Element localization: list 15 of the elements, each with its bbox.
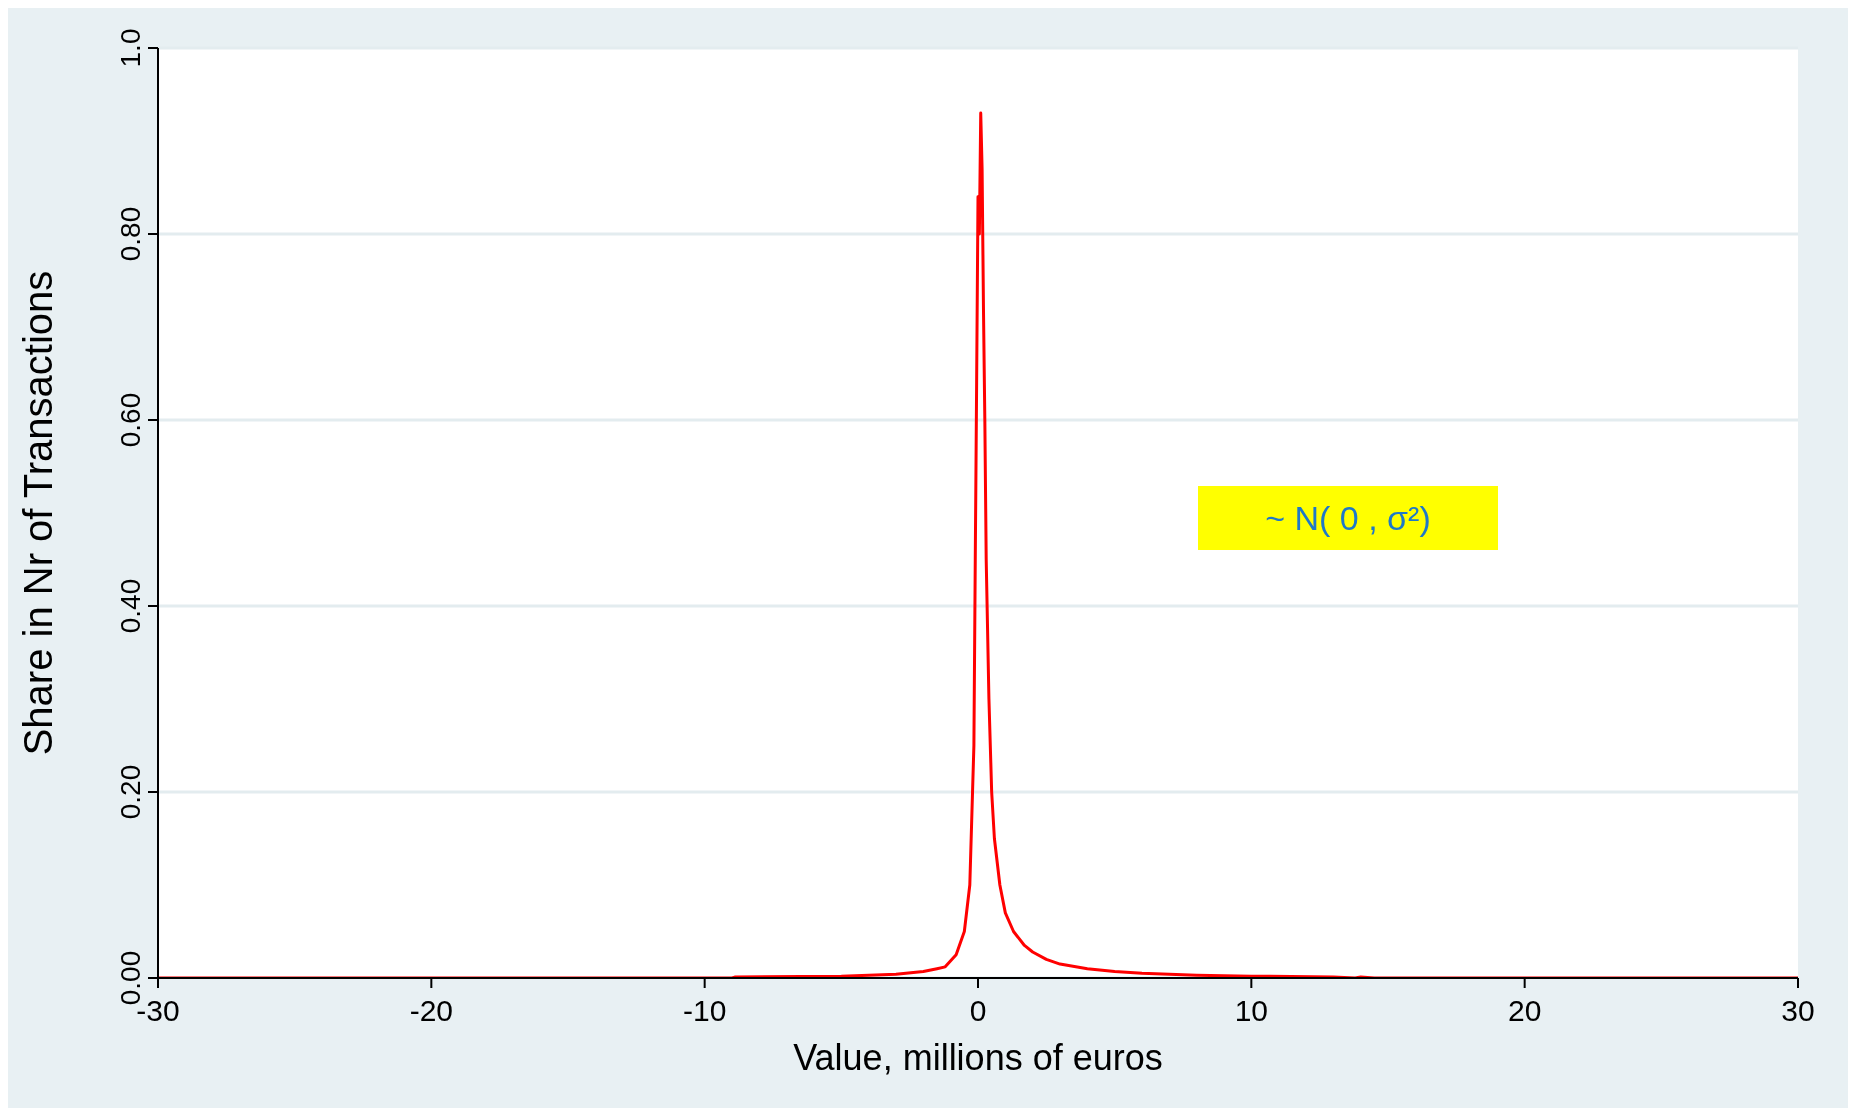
y-tick-label: 0.20 xyxy=(115,764,146,820)
x-tick-label: -20 xyxy=(409,994,454,1028)
x-tick-label: 10 xyxy=(1234,994,1269,1028)
x-tick-label: 0 xyxy=(969,994,987,1028)
y-tick-label: 0.40 xyxy=(115,578,146,634)
x-tick-label: -10 xyxy=(682,994,727,1028)
y-axis-title: Share in Nr of Transactions xyxy=(16,270,61,756)
x-tick-label: 20 xyxy=(1507,994,1542,1028)
x-tick-label: 30 xyxy=(1781,994,1815,1028)
annotation: ~ N( 0 , σ²) xyxy=(1265,498,1431,538)
y-tick-label: 1.0 xyxy=(115,28,146,68)
x-axis-title: Value, millions of euros xyxy=(793,1037,1163,1078)
y-tick-label: 0.80 xyxy=(115,206,146,262)
note-box: ~ N( 0 , σ²) xyxy=(1198,486,1498,550)
y-tick-label: 0.60 xyxy=(115,392,146,448)
